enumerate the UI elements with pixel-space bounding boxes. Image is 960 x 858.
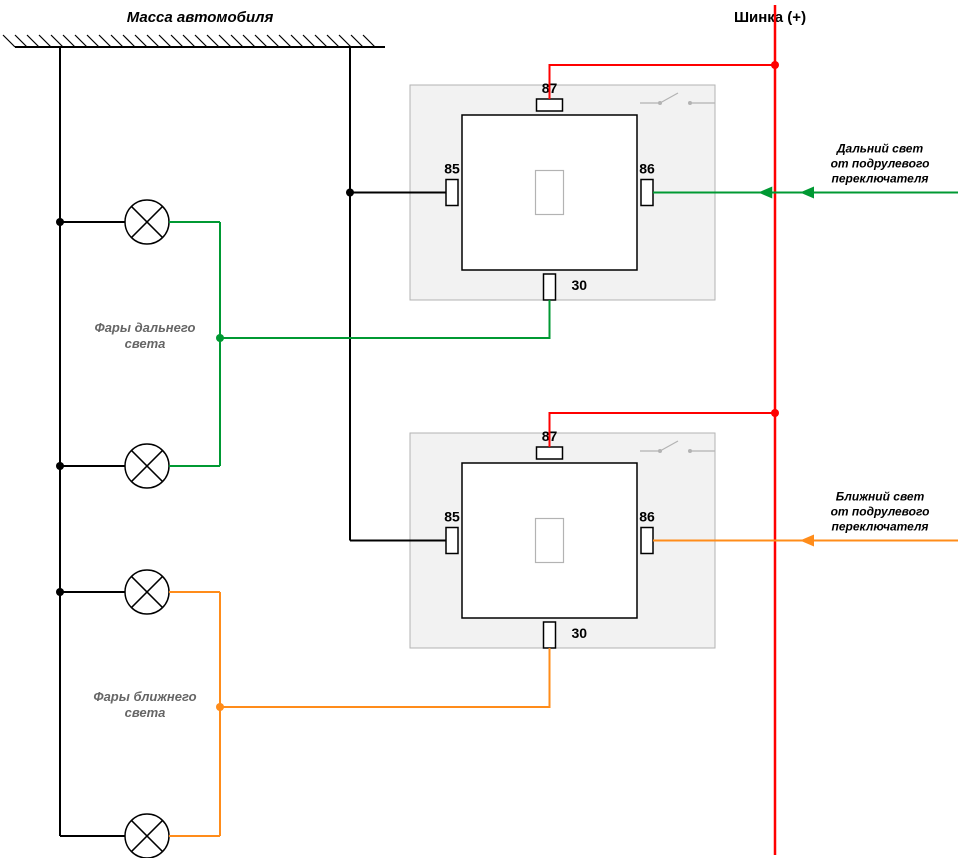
svg-text:от подрулевого: от подрулевого <box>831 157 930 171</box>
relay-pin-label: 30 <box>572 625 588 641</box>
relay-pin-label: 30 <box>572 277 588 293</box>
lamp-high-1 <box>125 200 169 244</box>
svg-text:Фары ближнего: Фары ближнего <box>93 689 196 704</box>
relay-pin-label: 85 <box>444 161 460 177</box>
lamp-low-1 <box>125 570 169 614</box>
busbar-title: Шинка (+) <box>734 9 806 26</box>
svg-text:Дальний свет: Дальний свет <box>836 142 924 156</box>
caption-high-lamps: Фары дальнегосвета <box>95 320 196 351</box>
svg-text:Фары дальнего: Фары дальнего <box>95 320 196 335</box>
svg-text:света: света <box>125 336 166 351</box>
lamp-low-2 <box>125 814 169 858</box>
ground-title: Масса автомобиля <box>127 9 274 26</box>
relay-pin-label: 86 <box>639 509 655 525</box>
wire-low-out <box>220 648 550 707</box>
svg-text:Ближний свет: Ближний свет <box>836 490 925 504</box>
lamp-high-2 <box>125 444 169 488</box>
relay-pin-label: 85 <box>444 509 460 525</box>
svg-text:света: света <box>125 705 166 720</box>
svg-text:переключателя: переключателя <box>831 172 928 186</box>
svg-text:переключателя: переключателя <box>831 520 928 534</box>
caption-high-signal: Дальний светот подрулевогопереключателя <box>831 142 930 186</box>
wire-high-out <box>220 300 550 338</box>
caption-low-signal: Ближний светот подрулевогопереключателя <box>831 490 930 534</box>
svg-text:от подрулевого: от подрулевого <box>831 505 930 519</box>
caption-low-lamps: Фары ближнегосвета <box>93 689 196 720</box>
relay-pin-label: 86 <box>639 161 655 177</box>
